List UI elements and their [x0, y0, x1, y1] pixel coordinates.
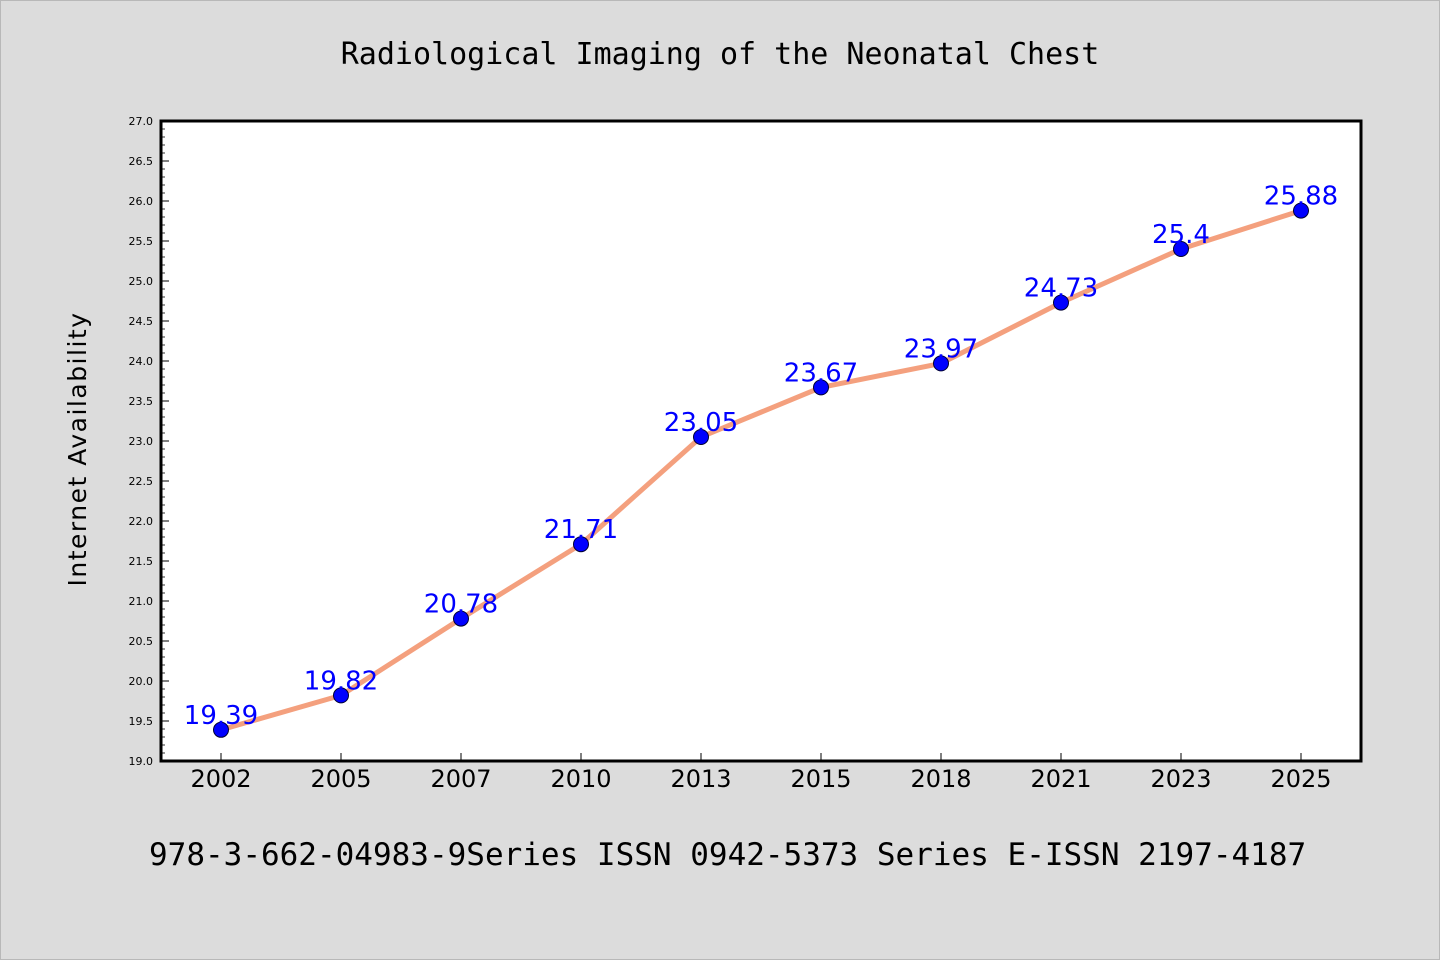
y-axis-label: Internet Availability — [63, 312, 92, 587]
y-tick-label: 19.0 — [129, 755, 154, 768]
x-tick-label: 2010 — [550, 765, 611, 793]
x-axis: 2002 2005 2007 2010 2013 2015 2018 2021 2023 2025 — [190, 753, 1332, 793]
y-tick-label: 23.0 — [129, 435, 154, 448]
x-tick-label: 2002 — [190, 765, 251, 793]
data-point-marker — [1293, 202, 1309, 219]
y-tick-label: 19.5 — [129, 715, 154, 728]
data-value-label: 23.67 — [784, 358, 858, 388]
x-tick-label: 2023 — [1150, 765, 1211, 793]
data-value-label: 21.71 — [544, 515, 618, 545]
y-tick-label: 25.0 — [129, 275, 154, 288]
data-point-marker — [453, 610, 469, 627]
y-tick-label: 27.0 — [129, 115, 154, 128]
chart-title: Radiological Imaging of the Neonatal Che… — [341, 37, 1100, 72]
data-point-marker — [573, 536, 589, 553]
x-tick-label: 2007 — [430, 765, 491, 793]
series-line — [218, 208, 1304, 733]
y-tick-label: 26.5 — [129, 155, 154, 168]
y-tick-label: 22.5 — [129, 475, 154, 488]
y-tick-label: 23.5 — [129, 395, 154, 408]
data-value-label: 20.78 — [424, 590, 498, 620]
x-tick-label: 2005 — [310, 765, 371, 793]
y-axis: 19.0 19.5 20.0 20.5 21.0 21.5 22.0 22.5 23.0 23.5… — [129, 115, 169, 768]
data-value-label: 19.82 — [304, 666, 378, 696]
y-tick-label: 24.5 — [129, 315, 154, 328]
x-tick-label: 2013 — [670, 765, 731, 793]
data-point-marker — [813, 379, 829, 396]
y-tick-label: 21.5 — [129, 555, 154, 568]
data-point-marker — [1053, 294, 1069, 311]
data-point-marker — [213, 721, 229, 738]
x-tick-label: 2021 — [1030, 765, 1091, 793]
data-value-label: 24.73 — [1024, 274, 1098, 304]
data-point-marker — [933, 355, 949, 372]
y-tick-label: 21.0 — [129, 595, 154, 608]
data-value-label: 23.97 — [904, 334, 978, 364]
series-line-group: 19.39 19.82 20.78 21.71 23.05 23.67 23.97 24.73… — [184, 182, 1338, 738]
data-point-marker — [333, 687, 349, 704]
data-point-marker — [1173, 241, 1189, 257]
data-value-label: 23.05 — [664, 408, 738, 438]
data-value-label: 19.39 — [184, 701, 258, 731]
x-tick-label: 2018 — [910, 765, 971, 793]
x-tick-label: 2015 — [790, 765, 851, 793]
y-tick-label: 20.5 — [129, 635, 154, 648]
plot-area — [159, 119, 1363, 763]
y-tick-label: 25.5 — [129, 235, 154, 248]
footer-isbn-issn: 978-3-662-04983-9Series ISSN 0942-5373 S… — [149, 837, 1306, 873]
data-point-marker — [693, 429, 709, 445]
y-tick-label: 26.0 — [129, 195, 154, 208]
y-tick-label: 20.0 — [129, 675, 154, 688]
y-tick-label: 24.0 — [129, 355, 154, 368]
y-tick-label: 22.0 — [129, 515, 154, 528]
x-tick-label: 2025 — [1270, 765, 1331, 793]
data-value-label: 25.4 — [1152, 220, 1210, 250]
data-value-label: 25.88 — [1264, 182, 1338, 212]
